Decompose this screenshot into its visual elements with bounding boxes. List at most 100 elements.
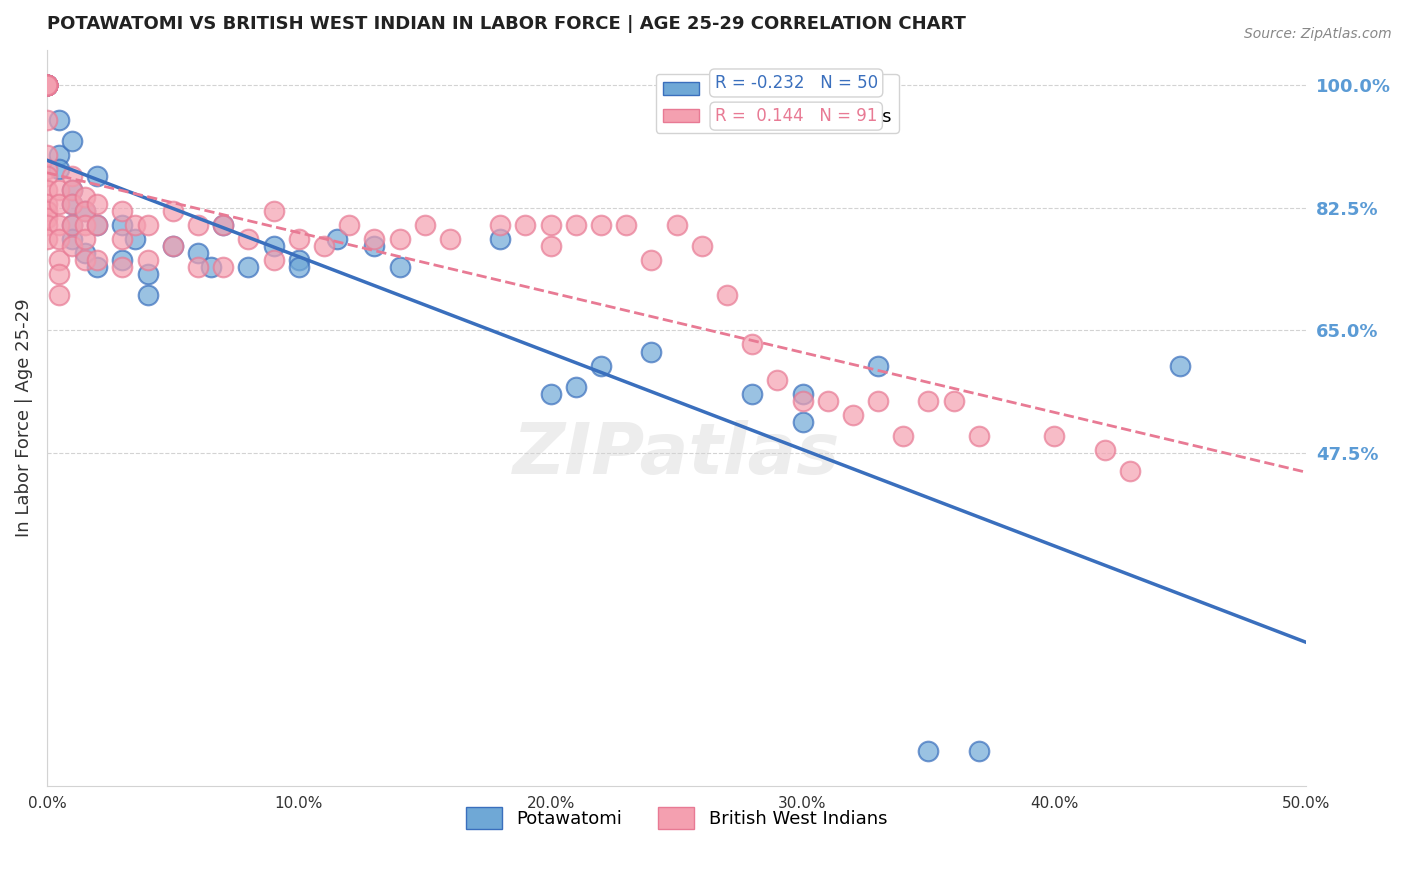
Y-axis label: In Labor Force | Age 25-29: In Labor Force | Age 25-29 xyxy=(15,299,32,538)
Point xyxy=(35,78,58,92)
Point xyxy=(589,359,612,373)
Point xyxy=(35,218,58,232)
Point xyxy=(325,232,347,246)
Point xyxy=(60,183,83,197)
Point xyxy=(136,253,159,268)
Point xyxy=(35,148,58,162)
Point xyxy=(967,744,990,758)
Point xyxy=(363,239,385,253)
Point xyxy=(212,218,235,232)
Point xyxy=(48,288,70,302)
Point xyxy=(111,204,134,219)
Point xyxy=(35,78,58,92)
Point xyxy=(111,232,134,246)
Point xyxy=(287,260,309,275)
Point xyxy=(337,218,360,232)
Point xyxy=(60,239,83,253)
Point xyxy=(86,197,108,211)
Point xyxy=(263,204,285,219)
Point xyxy=(792,415,814,429)
Point xyxy=(35,78,58,92)
Point xyxy=(312,239,335,253)
Point xyxy=(60,169,83,183)
Point xyxy=(35,78,58,92)
Point xyxy=(136,218,159,232)
Point xyxy=(35,78,58,92)
Point xyxy=(589,218,612,232)
Point xyxy=(60,183,83,197)
Text: R =  0.144   N = 91: R = 0.144 N = 91 xyxy=(716,107,877,125)
Point xyxy=(35,204,58,219)
Point xyxy=(917,744,939,758)
Point xyxy=(212,218,235,232)
Point xyxy=(690,239,713,253)
Point xyxy=(565,379,588,393)
Point xyxy=(48,162,70,177)
Point xyxy=(238,260,260,275)
Point xyxy=(111,260,134,275)
Point xyxy=(388,232,411,246)
Point xyxy=(86,260,108,275)
Point xyxy=(162,239,184,253)
Point xyxy=(868,359,890,373)
Point xyxy=(35,78,58,92)
Point xyxy=(60,218,83,232)
Point xyxy=(766,373,789,387)
Text: ZIPatlas: ZIPatlas xyxy=(513,420,841,490)
Point xyxy=(741,386,763,401)
Point xyxy=(35,78,58,92)
Point xyxy=(287,232,309,246)
Point xyxy=(48,148,70,162)
Point xyxy=(35,78,58,92)
Point xyxy=(73,218,96,232)
Point xyxy=(540,218,562,232)
Point xyxy=(187,260,209,275)
Point xyxy=(716,288,738,302)
Point xyxy=(565,218,588,232)
Point xyxy=(1094,442,1116,457)
Point xyxy=(388,260,411,275)
Point xyxy=(614,218,637,232)
Legend: Potawatomi, British West Indians: Potawatomi, British West Indians xyxy=(458,800,894,837)
Point xyxy=(1043,428,1066,442)
Point xyxy=(35,78,58,92)
Text: R = -0.232   N = 50: R = -0.232 N = 50 xyxy=(714,74,877,92)
Point xyxy=(363,232,385,246)
Point xyxy=(86,253,108,268)
Point xyxy=(212,260,235,275)
Point xyxy=(48,218,70,232)
Point xyxy=(540,239,562,253)
Point xyxy=(35,183,58,197)
Point xyxy=(60,134,83,148)
Point xyxy=(35,78,58,92)
Point xyxy=(48,197,70,211)
Point xyxy=(35,78,58,92)
Text: POTAWATOMI VS BRITISH WEST INDIAN IN LABOR FORCE | AGE 25-29 CORRELATION CHART: POTAWATOMI VS BRITISH WEST INDIAN IN LAB… xyxy=(46,15,966,33)
Point xyxy=(136,288,159,302)
Point xyxy=(842,408,865,422)
Point xyxy=(35,78,58,92)
Point xyxy=(162,239,184,253)
Point xyxy=(287,253,309,268)
Point xyxy=(35,78,58,92)
Point xyxy=(73,246,96,260)
Point xyxy=(35,169,58,183)
Point xyxy=(35,78,58,92)
Point xyxy=(187,218,209,232)
Point xyxy=(48,268,70,282)
Point xyxy=(413,218,436,232)
Point xyxy=(200,260,222,275)
Point xyxy=(665,218,688,232)
Point xyxy=(60,218,83,232)
Point xyxy=(73,204,96,219)
Point xyxy=(741,337,763,351)
Point xyxy=(136,268,159,282)
Point xyxy=(817,393,839,408)
Point xyxy=(515,218,537,232)
Point xyxy=(640,344,662,359)
Point xyxy=(35,211,58,226)
Point xyxy=(35,78,58,92)
Point xyxy=(35,78,58,92)
Point xyxy=(73,253,96,268)
Point xyxy=(48,253,70,268)
